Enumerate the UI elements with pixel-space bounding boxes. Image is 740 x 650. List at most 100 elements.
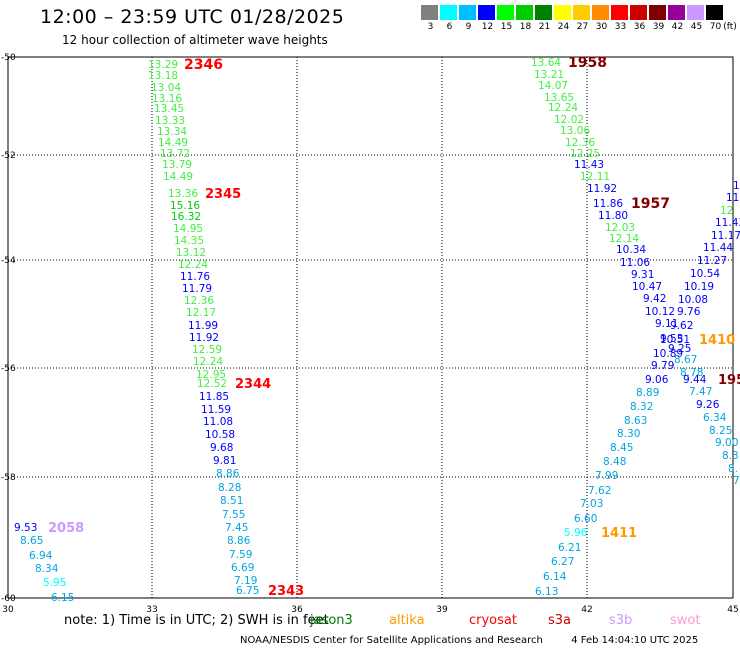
scale-swatch (706, 5, 723, 20)
wave-height-reading: 6.21 (558, 542, 581, 554)
track-t2058: 9.538.65 6.948.34 5.95 6.15 2058 (14, 521, 84, 604)
wave-height-reading: 13.36 (168, 188, 198, 200)
wave-height-reading: 11.59 (201, 404, 231, 416)
wave-height-reading: 8.65 (20, 535, 43, 547)
wave-height-reading: 13.16 (152, 93, 182, 105)
wave-height-reading: 7.03 (580, 498, 603, 510)
wave-height-reading: 8.28 (218, 482, 241, 494)
lat-label: -58 (1, 473, 16, 483)
wave-height-reading: 13.21 (534, 69, 564, 81)
wave-height-reading: 12.03 (605, 222, 635, 234)
wave-height-reading: 13.34 (157, 126, 187, 138)
wave-height-reading: 9.53 (14, 522, 37, 534)
wave-height-reading: 11.79 (182, 283, 212, 295)
lon-label: 33 (146, 605, 157, 615)
wave-height-reading: 10.51 (660, 334, 690, 346)
wave-height-reading: 9.26 (696, 399, 720, 411)
wave-height-reading: 12.52 (197, 378, 227, 390)
track-t1958: 13.6413.2114.0713.6512.2412.0213.0612.36… (531, 55, 690, 598)
graticule (7, 56, 734, 599)
pass-time-label: 1410 (699, 333, 735, 348)
wave-height-reading: 6.69 (231, 562, 254, 574)
wave-height-reading: 12.95 (196, 369, 226, 381)
wave-height-reading: 15.16 (170, 200, 200, 212)
wave-height-reading: 11.44 (703, 242, 733, 254)
wave-height-reading: 13.45 (154, 103, 184, 115)
wave-height-reading: 8.67 (674, 354, 697, 366)
wave-height-reading: 9.44 (683, 374, 707, 386)
satellite-s3b: s3b (609, 613, 633, 628)
wave-height-reading: 13.06 (560, 125, 590, 137)
wave-height-reading: 13.64 (531, 57, 561, 69)
wave-height-reading: 8.34 (35, 563, 59, 575)
scale-unit: (ft) (723, 22, 737, 32)
wave-height-reading: 9.11 (655, 318, 678, 330)
wave-height-reading: 8.30 (617, 428, 640, 440)
wave-height-reading: 13.79 (162, 159, 192, 171)
pass-time-label: 1957 (631, 196, 670, 212)
scale-label: 36 (633, 22, 646, 32)
wave-height-reading: 8.3 (722, 450, 739, 462)
wave-height-reading: 9.25 (668, 343, 691, 355)
wave-height-reading: 8.32 (630, 401, 653, 413)
wave-height-reading: 11.43 (715, 217, 740, 229)
wave-height-reading: 10.12 (645, 306, 675, 318)
scale-label: 12 (481, 22, 494, 32)
wave-height-reading: 9.06 (645, 374, 669, 386)
scale-swatch (592, 5, 609, 20)
lon-label: 30 (2, 605, 14, 615)
wave-height-reading: 12.14 (609, 233, 639, 245)
lat-label: -54 (1, 256, 16, 266)
wave-height-reading: 11.43 (574, 159, 604, 171)
credit-text: NOAA/NESDIS Center for Satellite Applica… (240, 635, 543, 646)
wave-height-reading: 13.33 (155, 115, 185, 127)
scale-label: 6 (446, 22, 453, 32)
wave-height-reading: 12.59 (192, 344, 222, 356)
wave-height-reading: 14.49 (163, 171, 193, 183)
wave-height-reading: 9.53 (660, 333, 683, 345)
altimeter-observations: 13.2913.1813.0413.1613.4513.3313.3414.49… (14, 55, 740, 604)
wave-height-reading: 8. (728, 463, 738, 475)
wave-height-reading: 9.76 (677, 306, 701, 318)
map-subtitle: 12 hour collection of altimeter wave hei… (62, 33, 328, 47)
scale-label: 18 (519, 22, 532, 32)
wave-height-reading: 12.11 (580, 171, 610, 183)
lon-label: 45 (727, 605, 738, 615)
wave-height-reading: 7.47 (689, 386, 712, 398)
pass-time-label: 2346 (184, 57, 223, 73)
wave-height-reading: 10.34 (616, 244, 646, 256)
wave-height-reading: 7 (733, 475, 740, 487)
wave-height-reading: 11.92 (189, 332, 219, 344)
wave-height-reading: 8.51 (220, 495, 243, 507)
track-t1410: 11111211.4311.1711.4411.2710.5410.1910.0… (660, 180, 740, 487)
wave-height-reading: 9.00 (715, 437, 738, 449)
wave-height-reading: 8.25 (709, 425, 732, 437)
wave-height-reading: 14.49 (158, 137, 188, 149)
pass-time-label: 2058 (48, 521, 84, 536)
scale-label: 15 (500, 22, 513, 32)
wave-height-reading: 6.75 (236, 585, 259, 597)
scale-label: 42 (671, 22, 684, 32)
wave-height-reading: 12.24 (178, 259, 208, 271)
wave-height-reading: 9.31 (631, 269, 654, 281)
scale-label: 33 (614, 22, 627, 32)
pass-time-label: 195 (718, 373, 740, 388)
wave-height-reading: 7.55 (222, 509, 245, 521)
scale-swatch (668, 5, 685, 20)
scale-label: 70 (709, 22, 722, 32)
scale-label: 27 (576, 22, 589, 32)
scale-label: 3 (427, 22, 434, 32)
pass-time-label: 2344 (235, 377, 271, 392)
wave-height-reading: 11.08 (203, 416, 233, 428)
lat-label: -56 (1, 364, 16, 374)
wave-height-reading: 6.27 (551, 556, 574, 568)
scale-swatch (459, 5, 476, 20)
wave-height-reading: 5.96 (564, 527, 588, 539)
satellite-swot: swot (670, 613, 701, 628)
wave-height-reading: 14.35 (174, 235, 204, 247)
scale-swatch (535, 5, 552, 20)
wave-height-reading: 8.63 (624, 415, 647, 427)
wave-height-reading: 7.62 (588, 485, 611, 497)
wave-height-reading: 13.04 (151, 82, 181, 94)
